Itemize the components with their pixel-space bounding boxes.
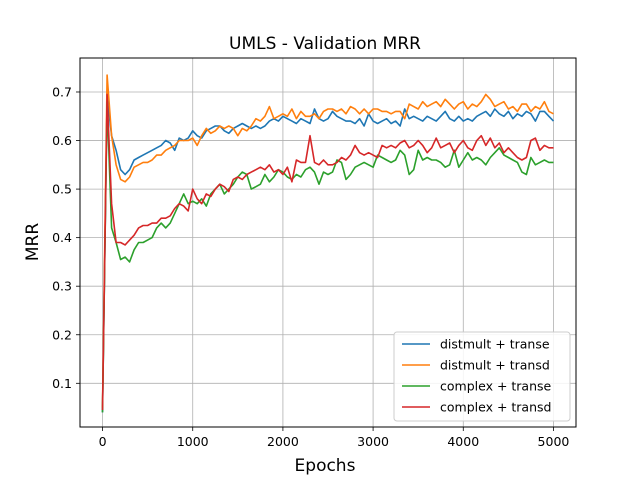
x-tick-label: 5000 [538, 434, 570, 449]
legend-entry: complex + transe [440, 379, 552, 394]
legend: distmult + transe distmult + transd comple… [393, 331, 571, 422]
y-tick-label: 0.2 [52, 327, 72, 342]
axes-frame [79, 57, 577, 428]
legend-entry: distmult + transd [440, 358, 550, 373]
x-tick-label: 3000 [357, 434, 389, 449]
y-axis-label: MRR [23, 223, 43, 261]
x-tick-label: 4000 [447, 434, 479, 449]
grid [80, 58, 576, 427]
y-tick-label: 0.3 [52, 279, 72, 294]
chart-title: UMLS - Validation MRR [229, 34, 421, 54]
legend-entry: complex + transd [440, 400, 551, 415]
y-tick-label: 0.7 [52, 84, 72, 99]
series-lines [101, 74, 555, 413]
x-axis-ticks: 0 1000 2000 3000 4000 5000 [99, 427, 570, 449]
y-tick-label: 0.6 [52, 133, 72, 148]
series-line [101, 74, 554, 408]
y-axis-ticks: 0.1 0.2 0.3 0.4 0.5 0.6 0.7 [52, 84, 80, 391]
x-tick-label: 1000 [177, 434, 209, 449]
series-line [101, 100, 554, 413]
series-line [101, 93, 554, 411]
legend-entry: distmult + transe [440, 337, 550, 352]
x-tick-label: 2000 [267, 434, 299, 449]
x-tick-label: 0 [99, 434, 107, 449]
y-tick-label: 0.5 [52, 182, 72, 197]
y-tick-label: 0.4 [52, 230, 72, 245]
legend-box [393, 331, 571, 422]
y-tick-label: 0.1 [52, 376, 72, 391]
x-axis-label: Epochs [295, 456, 356, 476]
